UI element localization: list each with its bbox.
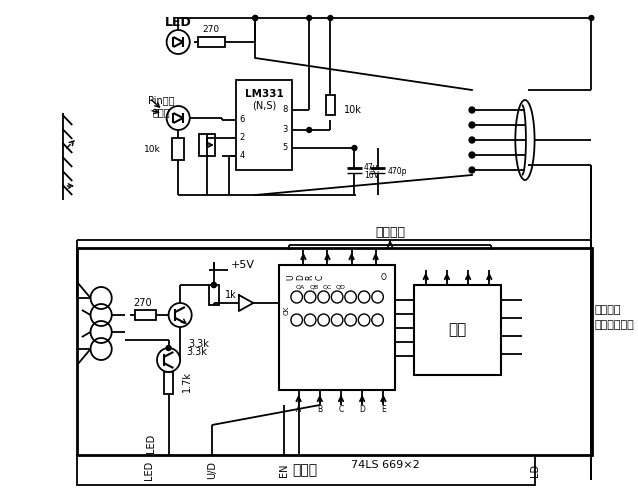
Text: CK: CK bbox=[284, 306, 290, 314]
Circle shape bbox=[253, 16, 258, 21]
Text: 270: 270 bbox=[133, 298, 152, 308]
Text: Pin光电: Pin光电 bbox=[147, 95, 174, 105]
Text: 3.3k: 3.3k bbox=[186, 347, 207, 357]
Circle shape bbox=[307, 127, 311, 132]
Text: C: C bbox=[315, 275, 324, 279]
Bar bbox=[325, 95, 335, 115]
Text: 10k: 10k bbox=[344, 105, 362, 115]
Bar bbox=[279, 265, 395, 390]
Circle shape bbox=[211, 282, 216, 287]
Text: B: B bbox=[317, 405, 322, 414]
Bar bbox=[135, 310, 156, 320]
Text: 3: 3 bbox=[283, 125, 288, 134]
Text: 16V: 16V bbox=[364, 172, 379, 181]
Text: QD: QD bbox=[336, 284, 346, 289]
Text: +5V: +5V bbox=[231, 260, 255, 270]
Text: 6: 6 bbox=[240, 116, 245, 124]
Text: R: R bbox=[306, 275, 315, 279]
Text: 同左: 同左 bbox=[449, 322, 466, 338]
Circle shape bbox=[469, 122, 475, 128]
Text: D: D bbox=[296, 274, 305, 280]
Text: (N,S): (N,S) bbox=[252, 101, 276, 111]
Circle shape bbox=[469, 137, 475, 143]
Circle shape bbox=[253, 16, 258, 21]
Text: 10k: 10k bbox=[144, 146, 161, 154]
Circle shape bbox=[469, 167, 475, 173]
Text: 3.3k: 3.3k bbox=[189, 339, 210, 349]
Text: 1.7k: 1.7k bbox=[182, 371, 192, 393]
Text: 47μ: 47μ bbox=[364, 163, 379, 173]
Text: LED: LED bbox=[165, 16, 191, 29]
Text: 数字输出: 数字输出 bbox=[375, 226, 405, 240]
Text: 8: 8 bbox=[283, 105, 288, 115]
Text: 5: 5 bbox=[283, 144, 288, 153]
Text: A: A bbox=[296, 405, 301, 414]
Bar bbox=[198, 37, 225, 47]
Bar bbox=[164, 372, 174, 394]
Bar bbox=[200, 134, 215, 156]
Circle shape bbox=[166, 345, 171, 350]
Text: EN: EN bbox=[279, 463, 289, 477]
Text: 4: 4 bbox=[240, 152, 245, 160]
Text: 定时器: 定时器 bbox=[293, 463, 318, 477]
Text: 二极管: 二极管 bbox=[152, 107, 170, 117]
Circle shape bbox=[352, 146, 357, 151]
Text: LD: LD bbox=[530, 463, 540, 477]
Circle shape bbox=[469, 107, 475, 113]
Text: 1k: 1k bbox=[225, 290, 237, 300]
Text: LM331: LM331 bbox=[244, 89, 283, 99]
Text: 2: 2 bbox=[240, 133, 245, 143]
Text: D: D bbox=[359, 405, 365, 414]
Circle shape bbox=[328, 16, 333, 21]
Circle shape bbox=[469, 152, 475, 158]
Bar bbox=[236, 80, 292, 170]
Bar bbox=[172, 138, 184, 160]
Text: C: C bbox=[338, 405, 344, 414]
Text: 270: 270 bbox=[202, 26, 219, 34]
Text: QB: QB bbox=[309, 284, 318, 289]
Circle shape bbox=[211, 282, 216, 287]
Text: 470p: 470p bbox=[387, 167, 406, 177]
Text: QA: QA bbox=[296, 284, 305, 289]
Circle shape bbox=[589, 16, 594, 21]
Text: QC: QC bbox=[323, 284, 332, 289]
Text: U: U bbox=[286, 274, 295, 280]
Circle shape bbox=[307, 16, 311, 21]
Text: LED: LED bbox=[146, 433, 156, 453]
Bar bbox=[414, 285, 501, 375]
Bar bbox=[77, 455, 535, 485]
Text: E: E bbox=[381, 405, 386, 414]
Text: LED: LED bbox=[144, 461, 154, 480]
Text: 必须增设: 必须增设 bbox=[595, 305, 621, 315]
Text: O: O bbox=[380, 273, 386, 281]
Text: 相应的计数器: 相应的计数器 bbox=[595, 320, 634, 330]
Text: 74LS 669×2: 74LS 669×2 bbox=[351, 460, 420, 470]
Bar bbox=[209, 285, 219, 305]
Text: U/D: U/D bbox=[207, 461, 217, 479]
Bar bbox=[77, 248, 592, 455]
